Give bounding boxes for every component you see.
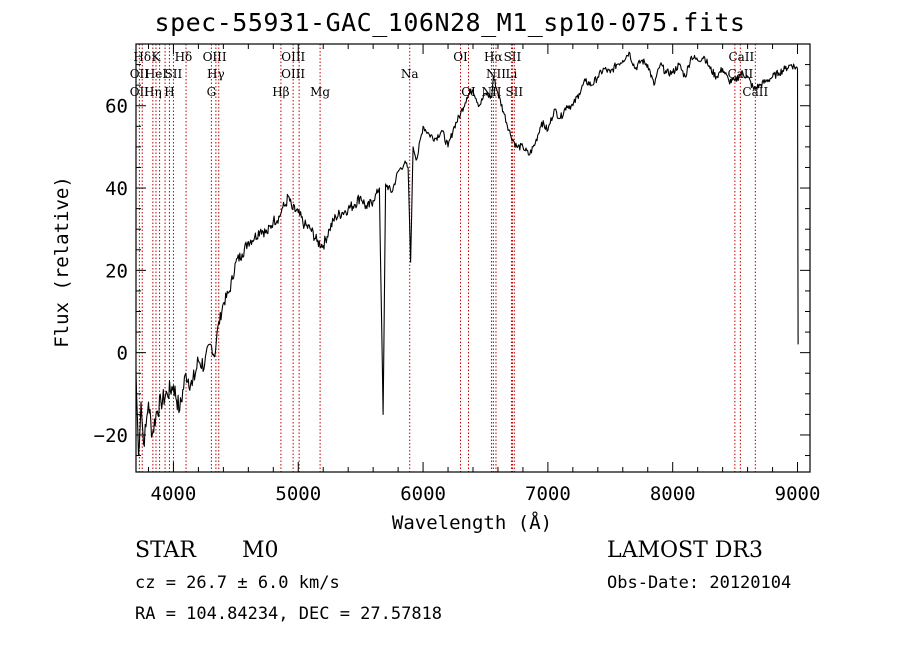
line-label: Hβ [272,85,289,99]
line-label: Hη [144,85,162,99]
axis-ticks: 4000 5000 6000 7000 8000 9000 −20 0 20 40 60 [94,44,821,505]
line-label: OIII [203,50,227,64]
line-label: Hα [484,50,503,64]
y-tick-label: 20 [105,260,128,282]
line-label: Na [401,67,419,81]
x-tick-label: 6000 [400,483,446,505]
chart-title: spec-55931-GAC_106N28_M1_sp10-075.fits [154,8,746,37]
coordinates: RA = 104.84234, DEC = 27.57818 [135,604,443,624]
line-label: OII [130,85,150,99]
line-label: K [151,50,161,64]
line-label: Hδ [175,50,193,64]
x-axis-label: Wavelength (Å) [392,511,552,534]
line-label: Mg [310,85,330,99]
y-axis-label: Flux (relative) [51,176,73,348]
line-label: SII [504,50,522,64]
line-label: Li [506,67,518,81]
line-label: OIII [281,67,305,81]
y-tick-label: −20 [94,425,128,447]
y-tick-label: 40 [105,178,128,200]
line-label: H [164,85,174,99]
line-label: Hδ [133,50,151,64]
line-label: OI [461,85,476,99]
x-tick-label: 4000 [151,483,197,505]
line-label: NII [481,85,501,99]
line-label: G [207,85,217,99]
spectrum-series [135,51,799,457]
x-tick-label: 9000 [775,483,821,505]
line-label: NII [486,67,506,81]
redshift-cz: cz = 26.7 ± 6.0 km/s [135,573,340,593]
x-tick-label: 8000 [650,483,696,505]
line-markers [138,44,756,472]
line-label: OII [130,67,150,81]
spectrum-line [135,51,799,457]
line-label: OIII [281,50,305,64]
x-tick-label: 7000 [525,483,571,505]
line-label: SII [165,67,183,81]
line-label: Hγ [207,67,225,81]
line-label: SII [505,85,523,99]
object-class: STAR [135,538,196,563]
line-label: CaII [742,85,768,99]
survey-name: LAMOST DR3 [607,538,763,563]
object-subclass: M0 [242,538,279,563]
line-label: OI [453,50,468,64]
x-tick-label: 5000 [275,483,321,505]
y-tick-label: 60 [105,96,128,118]
line-label: HeI [145,67,168,81]
observation-date: Obs-Date: 20120104 [607,573,792,593]
line-label: CaII [727,67,753,81]
line-label: CaII [728,50,754,64]
y-tick-label: 0 [117,343,128,365]
